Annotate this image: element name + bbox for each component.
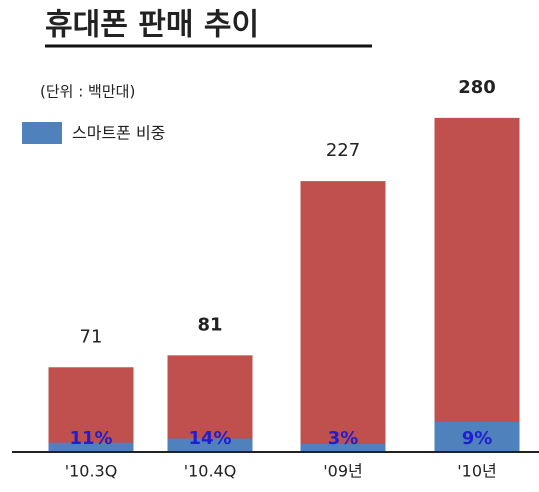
- share-bar: [300, 443, 386, 452]
- bar: [167, 355, 253, 452]
- x-tick-label: '10.3Q: [65, 462, 118, 481]
- chart-title: 휴대폰 판매 추이: [45, 8, 259, 43]
- share-label: 3%: [328, 428, 359, 449]
- value-label: 280: [458, 77, 496, 98]
- x-tick-label: '09년: [323, 462, 362, 481]
- bar: [300, 181, 386, 452]
- share-label: 11%: [69, 428, 112, 449]
- value-label: 81: [197, 314, 222, 335]
- value-label: 227: [326, 140, 360, 161]
- legend-label: 스마트폰 비중: [72, 124, 165, 143]
- x-tick-label: '10년: [457, 462, 496, 481]
- share-label: 14%: [188, 428, 231, 449]
- value-label: 71: [80, 326, 103, 347]
- share-label: 9%: [462, 428, 493, 449]
- bar: [48, 367, 134, 452]
- share-bar: [167, 438, 253, 452]
- share-bar: [434, 421, 520, 452]
- legend-swatch: [22, 122, 62, 144]
- x-tick-label: '10.4Q: [184, 462, 237, 481]
- share-bar: [48, 442, 134, 452]
- chart-subtitle: (단위 : 백만대): [40, 83, 135, 101]
- bar: [434, 117, 520, 452]
